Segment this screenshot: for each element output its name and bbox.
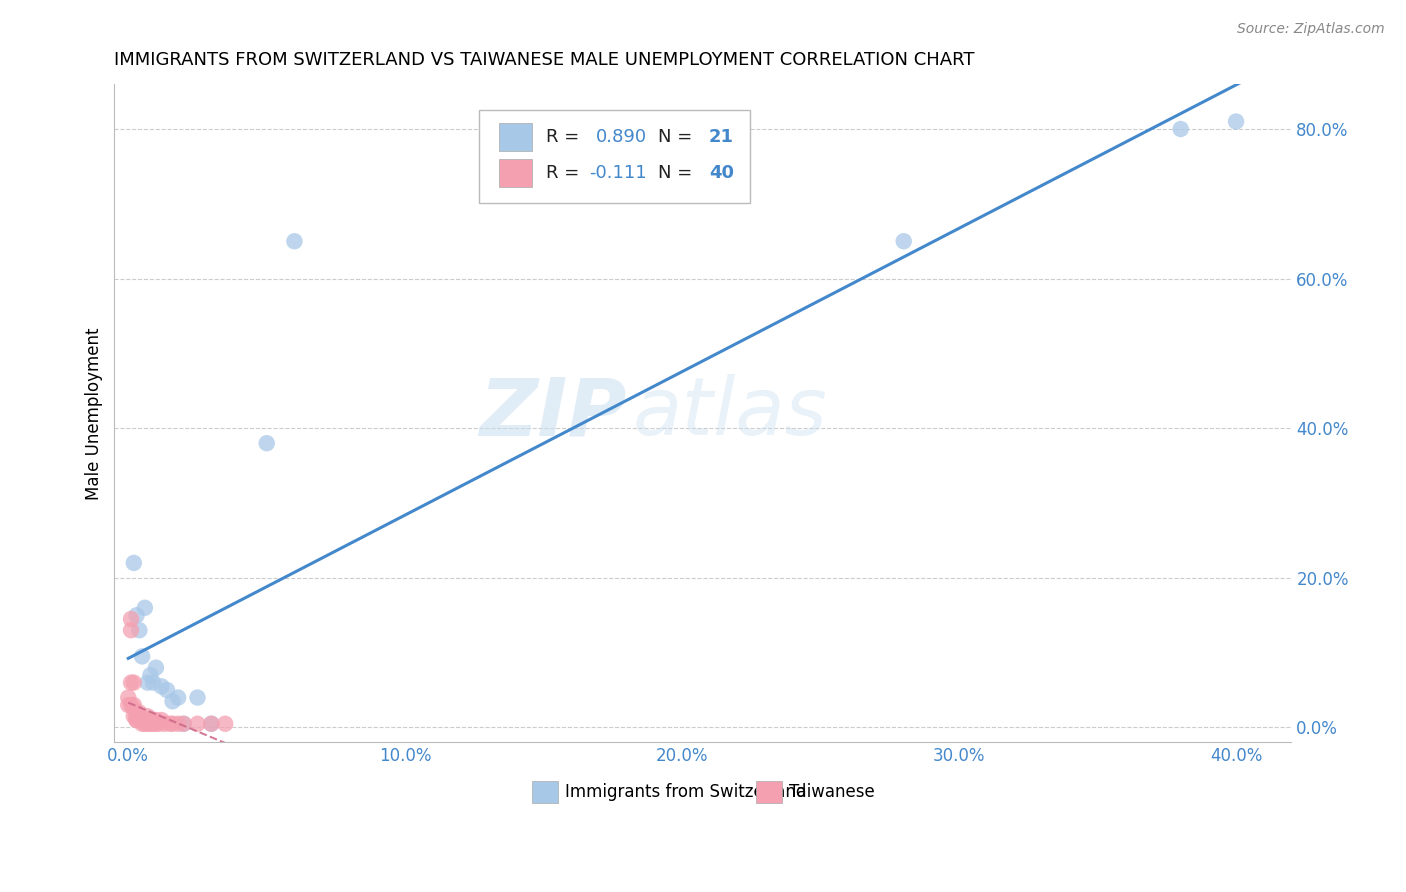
Point	[142, 716, 165, 731]
Point	[128, 624, 150, 638]
Text: IMMIGRANTS FROM SWITZERLAND VS TAIWANESE MALE UNEMPLOYMENT CORRELATION CHART: IMMIGRANTS FROM SWITZERLAND VS TAIWANESE…	[114, 51, 974, 69]
Point	[120, 624, 142, 638]
Point	[139, 713, 162, 727]
Point	[125, 706, 148, 720]
Point	[120, 612, 142, 626]
Bar	[533, 781, 558, 803]
Point	[167, 690, 190, 705]
Bar	[756, 781, 782, 803]
Point	[120, 675, 142, 690]
Point	[122, 675, 145, 690]
Point	[214, 716, 236, 731]
Point	[131, 649, 153, 664]
Point	[136, 675, 159, 690]
Point	[125, 709, 148, 723]
Text: Source: ZipAtlas.com: Source: ZipAtlas.com	[1237, 22, 1385, 37]
Text: N =: N =	[658, 128, 699, 145]
Text: R =: R =	[547, 164, 585, 182]
Point	[200, 716, 222, 731]
Point	[167, 716, 190, 731]
Point	[150, 713, 173, 727]
Y-axis label: Male Unemployment: Male Unemployment	[86, 327, 103, 500]
Point	[145, 713, 167, 727]
Point	[122, 702, 145, 716]
Point	[128, 706, 150, 720]
Point	[162, 694, 184, 708]
Text: 40: 40	[709, 164, 734, 182]
Point	[136, 716, 159, 731]
Point	[139, 716, 162, 731]
Point	[162, 716, 184, 731]
Point	[134, 713, 156, 727]
Text: N =: N =	[658, 164, 699, 182]
Text: Taiwanese: Taiwanese	[789, 783, 875, 801]
Point	[283, 234, 305, 248]
Point	[117, 690, 139, 705]
Point	[125, 608, 148, 623]
Point	[150, 679, 173, 693]
Point	[173, 716, 195, 731]
Point	[153, 716, 176, 731]
Point	[1170, 122, 1192, 136]
Point	[200, 716, 222, 731]
Point	[125, 713, 148, 727]
Point	[145, 660, 167, 674]
Text: atlas: atlas	[633, 375, 827, 452]
Point	[131, 713, 153, 727]
Point	[186, 716, 208, 731]
Point	[134, 600, 156, 615]
Point	[142, 675, 165, 690]
Point	[125, 713, 148, 727]
Text: 21: 21	[709, 128, 734, 145]
Point	[122, 709, 145, 723]
Point	[134, 716, 156, 731]
Point	[148, 716, 170, 731]
Point	[145, 716, 167, 731]
Point	[136, 709, 159, 723]
Point	[131, 713, 153, 727]
Point	[131, 716, 153, 731]
Point	[1225, 114, 1247, 128]
Text: R =: R =	[547, 128, 585, 145]
Point	[139, 668, 162, 682]
Point	[128, 713, 150, 727]
Point	[893, 234, 915, 248]
Bar	[499, 159, 533, 186]
Point	[117, 698, 139, 712]
Text: Immigrants from Switzerland: Immigrants from Switzerland	[565, 783, 807, 801]
Point	[122, 698, 145, 712]
Point	[120, 698, 142, 712]
FancyBboxPatch shape	[479, 111, 749, 202]
Text: ZIP: ZIP	[479, 375, 627, 452]
Point	[128, 709, 150, 723]
Point	[186, 690, 208, 705]
Text: -0.111: -0.111	[589, 164, 647, 182]
Point	[173, 716, 195, 731]
Point	[156, 683, 179, 698]
Bar	[499, 123, 533, 151]
Point	[122, 556, 145, 570]
Point	[142, 713, 165, 727]
Point	[159, 716, 181, 731]
Text: 0.890: 0.890	[596, 128, 647, 145]
Point	[256, 436, 278, 450]
